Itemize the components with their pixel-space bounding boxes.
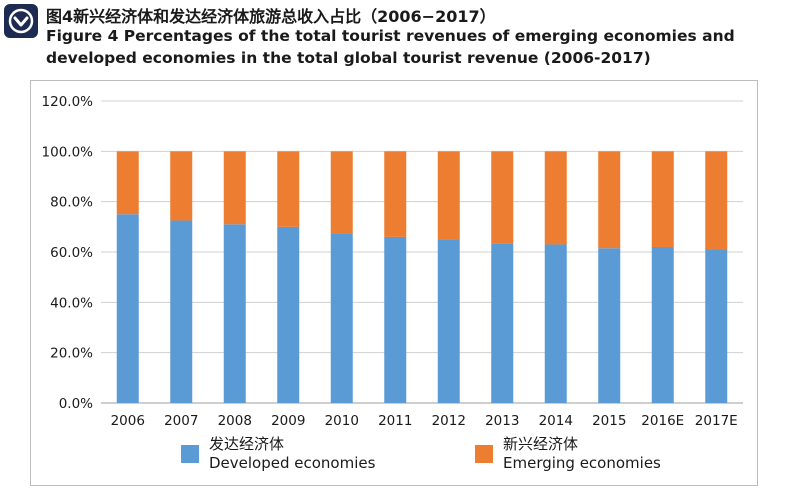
chart-title-en: Figure 4 Percentages of the total touris… — [46, 27, 735, 67]
check-chevron-icon — [8, 8, 34, 34]
legend-label-emerging-cn: 新兴经济体 — [503, 435, 579, 453]
x-tick-label: 2010 — [325, 413, 359, 429]
x-tick-label: 2009 — [271, 413, 305, 429]
y-tick-label: 0.0% — [59, 396, 93, 412]
chart-title-cn: 图4新兴经济体和发达经济体旅游总收入占比（2006−2017） — [46, 7, 496, 26]
chart-frame: 0.0% 20.0% 40.0% 60.0% 80.0% 100.0% 120.0% 2006… — [30, 80, 758, 486]
bar-emerging — [277, 151, 300, 227]
x-tick-label: 2013 — [485, 413, 519, 429]
bar-developed — [598, 248, 621, 403]
bar-emerging — [705, 151, 728, 250]
x-tick-label: 2006 — [111, 413, 145, 429]
bar-emerging — [330, 151, 353, 234]
y-tick-label: 80.0% — [50, 195, 93, 211]
bar-emerging — [544, 151, 567, 245]
bar-emerging — [223, 151, 246, 225]
bar-emerging — [437, 151, 460, 240]
x-tick-label: 2017E — [695, 413, 738, 429]
legend-swatch-emerging — [475, 445, 493, 463]
bar-emerging — [170, 151, 193, 221]
x-tick-label: 2014 — [539, 413, 573, 429]
bar-developed — [384, 236, 407, 403]
y-tick-label: 20.0% — [50, 346, 93, 362]
x-tick-label: 2016E — [641, 413, 684, 429]
bar-developed — [651, 246, 674, 403]
bar-developed — [437, 239, 460, 403]
y-tick-label: 120.0% — [42, 94, 94, 110]
legend-label-developed-cn: 发达经济体 — [209, 435, 285, 453]
x-tick-label: 2011 — [378, 413, 412, 429]
bar-emerging — [491, 151, 514, 244]
bar-emerging — [651, 151, 674, 247]
legend-label-developed-en: Developed economies — [209, 454, 376, 472]
bar-developed — [277, 226, 300, 403]
legend-label-emerging-en: Emerging economies — [503, 454, 661, 472]
bar-developed — [223, 224, 246, 403]
y-tick-label: 100.0% — [42, 144, 94, 160]
bar-emerging — [384, 151, 407, 237]
legend-item-developed: 发达经济体 Developed economies — [181, 435, 375, 473]
bar-developed — [705, 249, 728, 403]
x-tick-label: 2007 — [164, 413, 198, 429]
legend-swatch-developed — [181, 445, 199, 463]
bar-developed — [330, 233, 353, 403]
y-tick-label: 40.0% — [50, 295, 93, 311]
stacked-bar-chart: 0.0% 20.0% 40.0% 60.0% 80.0% 100.0% 120.0% 2006… — [42, 94, 743, 429]
bar-developed — [544, 244, 567, 403]
x-tick-label: 2008 — [218, 413, 252, 429]
bar-developed — [170, 220, 193, 403]
bar-developed — [116, 214, 139, 403]
bar-emerging — [598, 151, 621, 249]
x-tick-label: 2012 — [432, 413, 466, 429]
bar-emerging — [116, 151, 139, 215]
bar-developed — [491, 243, 514, 403]
legend-item-emerging: 新兴经济体 Emerging economies — [475, 435, 661, 473]
logo-icon — [4, 4, 38, 38]
x-tick-label: 2015 — [592, 413, 626, 429]
y-tick-label: 60.0% — [50, 245, 93, 261]
